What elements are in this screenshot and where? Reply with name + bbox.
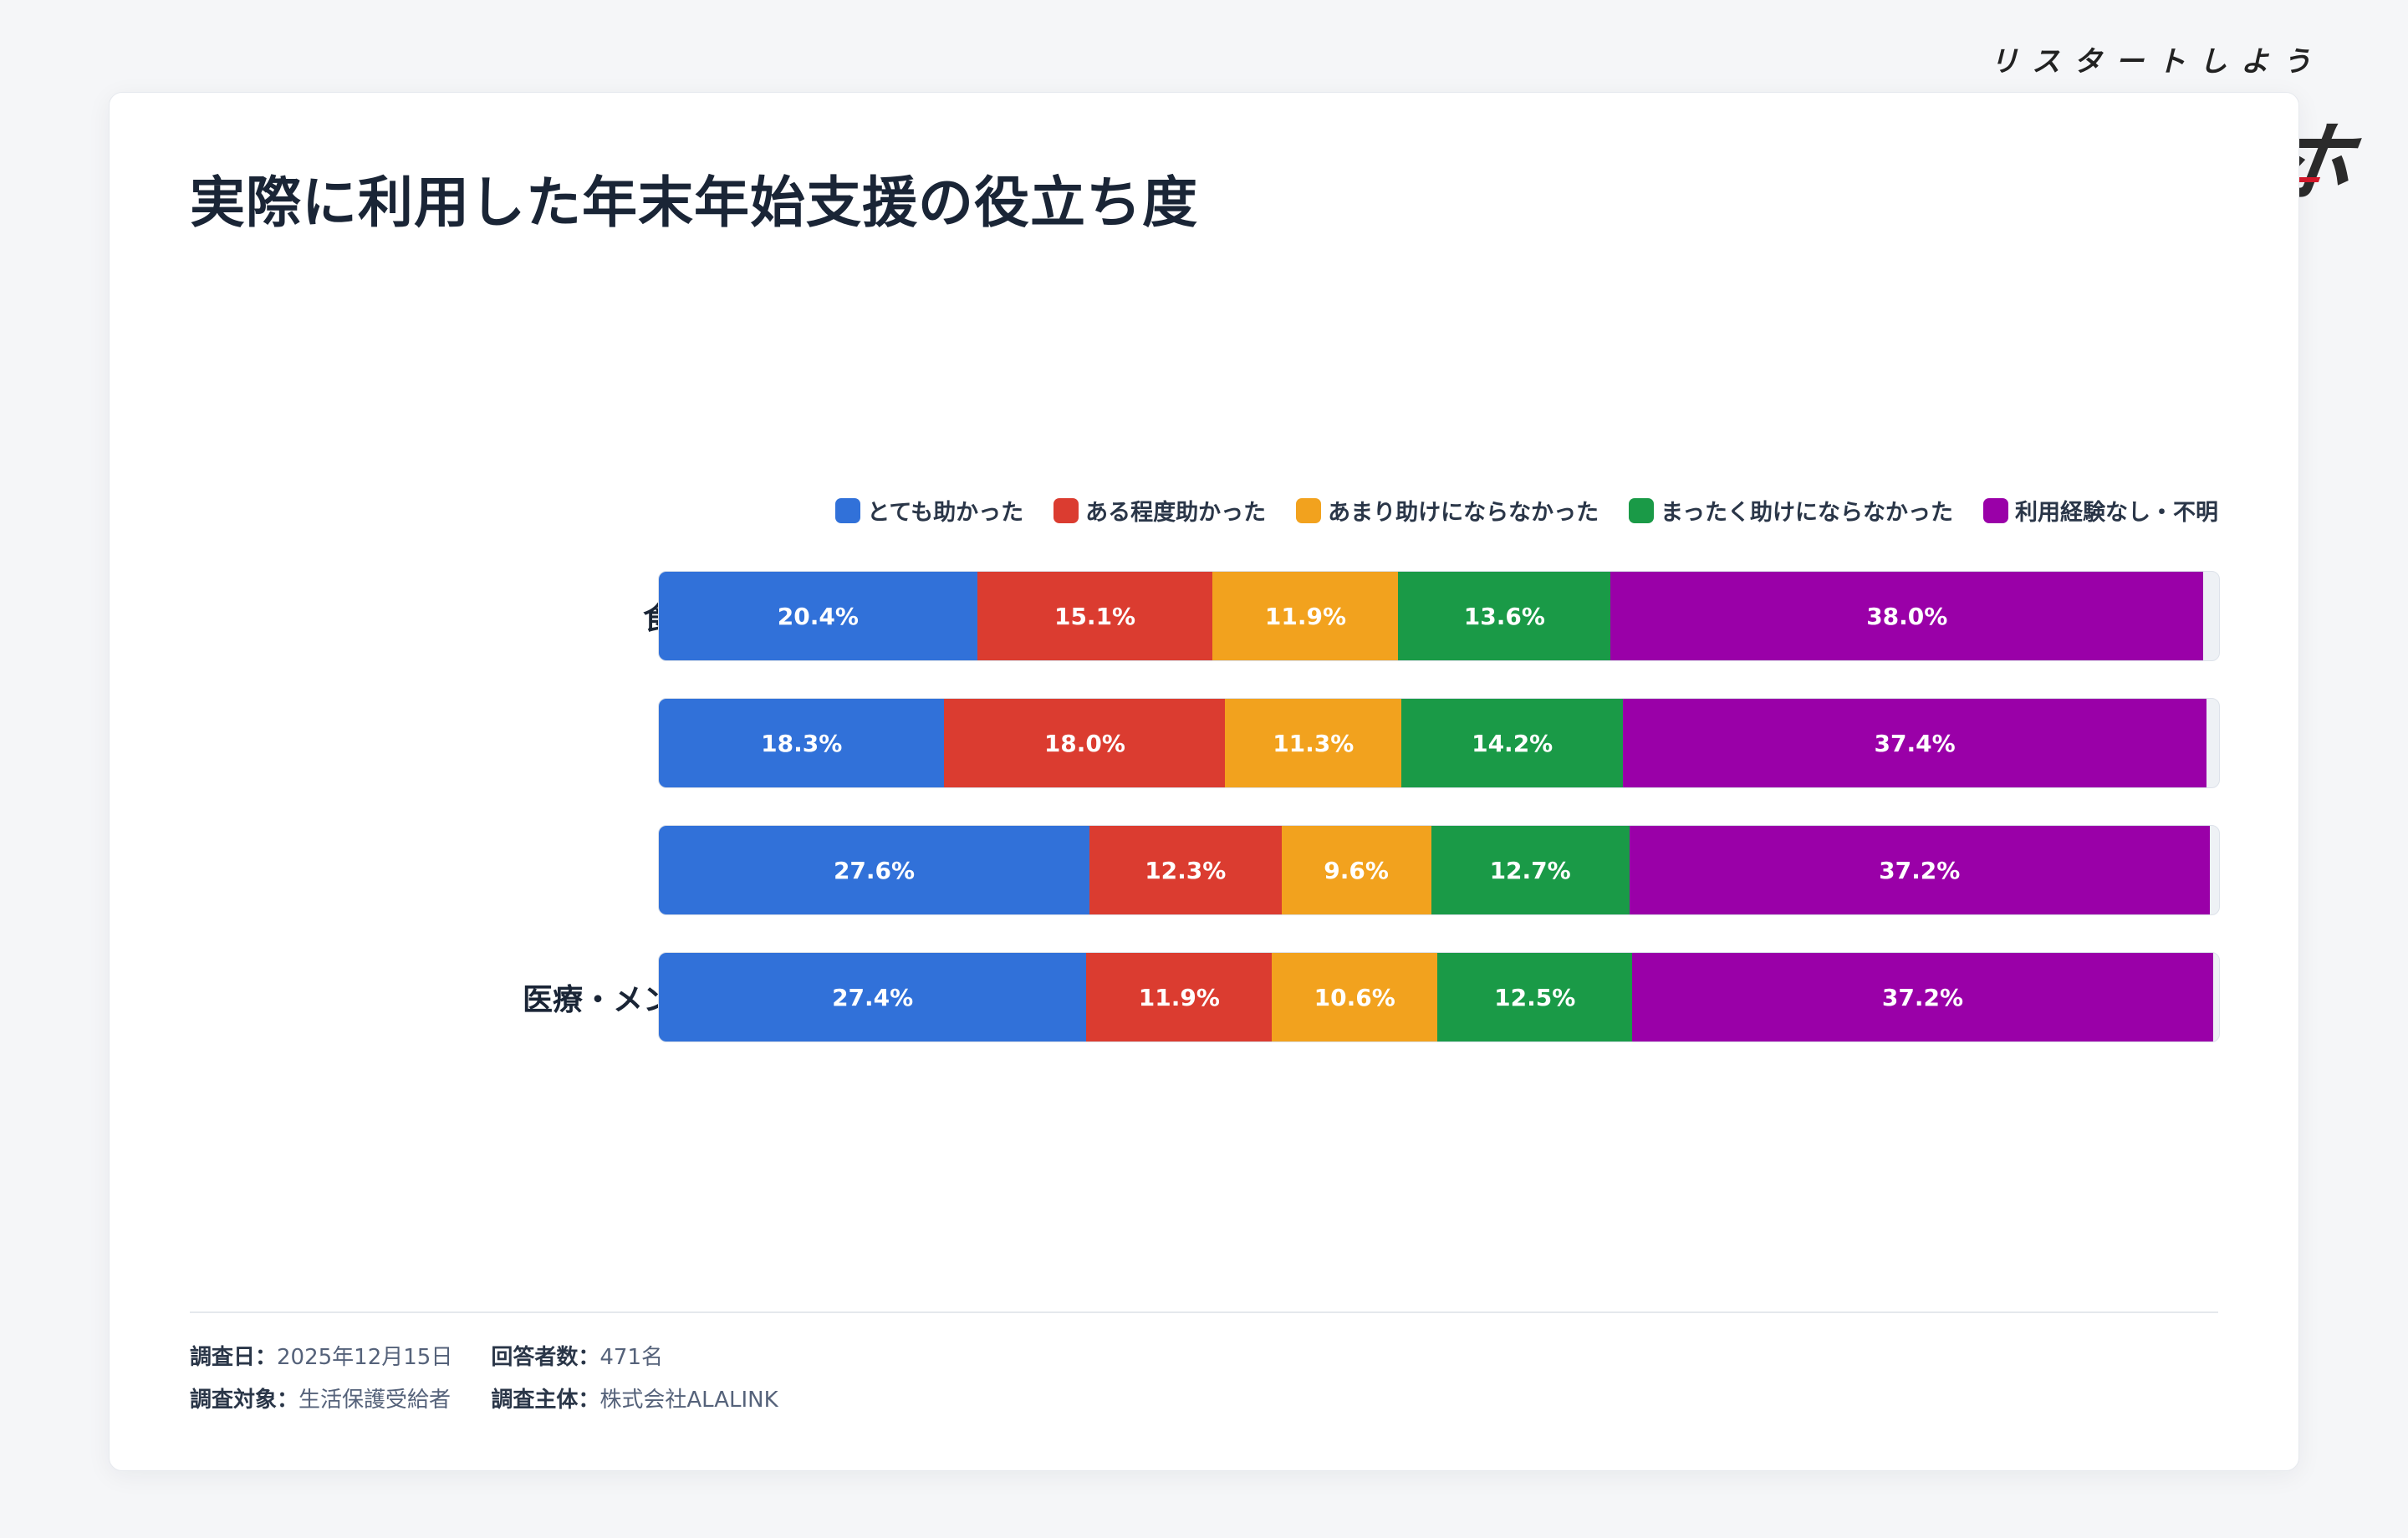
bar-segment: 38.0% [1610,572,2204,660]
respondent-count: 回答者数：471名 [491,1340,778,1371]
bar-segment: 37.4% [1623,699,2207,787]
bar-segment: 37.2% [1632,953,2213,1041]
meta-key: 調査対象： [190,1388,299,1413]
bar-segment: 37.2% [1629,826,2210,914]
bar-segment: 20.4% [659,572,977,660]
bar-segment: 12.7% [1431,826,1630,914]
chart-title: 実際に利用した年末年始支援の役立ち度 [190,171,1198,235]
legend-item: あまり助けにならなかった [1296,494,1599,527]
legend-item: 利用経験なし・不明 [1983,494,2218,527]
stacked-bar: 27.6% 12.3% 9.6% 12.7% 37.2% [658,825,2220,915]
stacked-bar: 18.3% 18.0% 11.3% 14.2% 37.4% [658,698,2220,788]
bar-row: 住まいの支援27.6%12.3%9.6%12.7%37.2% [110,825,2298,915]
survey-organizer: 調査主体：株式会社ALALINK [491,1383,778,1413]
bar-segment: 11.3% [1225,699,1402,787]
survey-target: 調査対象：生活保護受給者 [190,1383,452,1413]
footer-divider [190,1311,2218,1313]
legend-swatch [1983,497,2008,523]
legend-item: とても助かった [835,494,1023,527]
bar-segment: 18.0% [944,699,1226,787]
legend-label: あまり助けにならなかった [1328,500,1599,526]
legend-item: ある程度助かった [1054,494,1266,527]
bar-row: 相談窓口18.3%18.0%11.3%14.2%37.4% [110,698,2298,788]
bar-segment: 18.3% [659,699,945,787]
chart-card: 実際に利用した年末年始支援の役立ち度 とても助かった ある程度助かった あまり助けに… [109,92,2299,1471]
bar-segment: 15.1% [977,572,1213,660]
bar-segment: 9.6% [1281,826,1431,914]
legend-label: まったく助けにならなかった [1661,500,1953,526]
bar-segment: 12.3% [1089,826,1282,914]
stacked-bar: 27.4% 11.9% 10.6% 12.5% 37.2% [658,952,2220,1042]
brand-logo: リスタートしよう 誰でもスマホ [1939,38,2359,216]
bar-row: 医療・メンタルヘルス支援27.4%11.9%10.6%12.5%37.2% [110,952,2298,1042]
legend-swatch [1296,497,1322,523]
bar-row: 食事・物資の支援20.4%15.1%11.9%13.6%38.0% [110,571,2298,661]
chart-legend: とても助かった ある程度助かった あまり助けにならなかった まったく助けにならなかった… [835,494,2218,527]
legend-swatch [1054,497,1079,523]
bar-segment: 27.4% [659,953,1087,1041]
meta-key: 回答者数： [491,1345,600,1370]
legend-item: まったく助けにならなかった [1629,494,1953,527]
bar-segment: 10.6% [1272,953,1438,1041]
stacked-bar: 20.4% 15.1% 11.9% 13.6% 38.0% [658,571,2220,661]
meta-value: 2025年12月15日 [277,1345,453,1370]
legend-swatch [835,497,861,523]
legend-label: ある程度助かった [1085,500,1267,526]
meta-key: 調査日： [190,1345,278,1370]
survey-date: 調査日：2025年12月15日 [190,1340,452,1371]
meta-value: 生活保護受給者 [298,1388,452,1413]
meta-key: 調査主体： [491,1388,600,1413]
legend-label: とても助かった [867,500,1024,526]
logo-tagline: リスタートしよう [1990,45,2324,79]
bar-segment: 11.9% [1212,572,1399,660]
legend-label: 利用経験なし・不明 [2015,500,2218,526]
bar-segment: 13.6% [1398,572,1611,660]
bar-segment: 27.6% [659,826,1090,914]
meta-value: 株式会社ALALINK [599,1388,778,1413]
bar-segment: 14.2% [1401,699,1624,787]
survey-meta: 調査日：2025年12月15日 回答者数：471名 調査対象：生活保護受給者 調… [190,1340,778,1413]
legend-swatch [1629,497,1655,523]
meta-value: 471名 [599,1345,664,1370]
bar-segment: 12.5% [1437,953,1633,1041]
bar-segment: 11.9% [1086,953,1273,1041]
